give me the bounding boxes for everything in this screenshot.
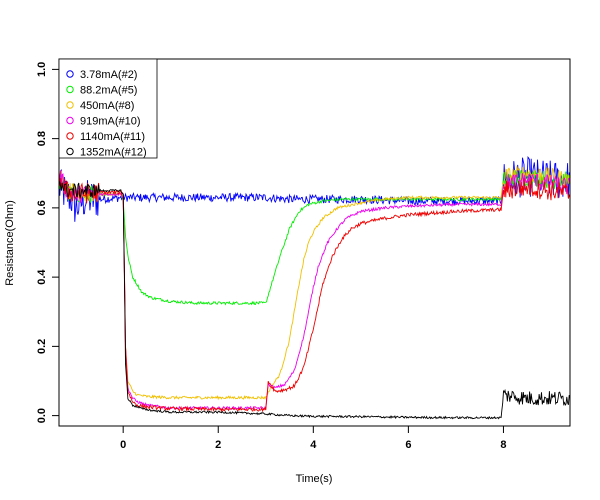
series-line-1: [58, 155, 571, 222]
legend-marker-6: [66, 147, 74, 156]
plot-frame: [58, 58, 571, 427]
x-axis-title: Time(s): [296, 473, 333, 485]
x-axis: 0 2 4 6 8: [120, 426, 507, 451]
legend-marker-5: [66, 132, 74, 140]
y-tick-label: 0.2: [36, 339, 48, 354]
legend-marker-4: [66, 116, 74, 125]
legend: 3.78mA(#2) 88.2mA(#5) 450mA(#8) 919mA(#10) 1…: [58, 58, 158, 159]
y-tick-label: 0.0: [36, 408, 48, 423]
legend-label-6: 1352mA(#12): [80, 147, 147, 159]
y-axis: 0.0 0.2 0.4 0.6 0.8 1.0: [36, 62, 59, 423]
legend-marker-2: [66, 85, 74, 94]
series-line-3: [58, 166, 571, 401]
legend-label-3: 450mA(#8): [80, 100, 134, 112]
y-tick-label: 0.8: [36, 131, 48, 146]
x-tick-label: 8: [500, 439, 506, 451]
legend-marker-3: [66, 101, 74, 109]
x-tick-label: 2: [215, 439, 221, 451]
y-tick-label: 0.4: [36, 269, 48, 285]
y-axis-title: Resistance(Ohm): [4, 200, 16, 286]
x-tick-label: 4: [310, 439, 317, 451]
series-line-6: [58, 180, 571, 420]
legend-box: [58, 58, 158, 159]
x-tick-label: 0: [120, 439, 126, 451]
series-line-4: [58, 170, 571, 411]
x-tick-label: 6: [405, 439, 411, 451]
legend-label-5: 1140mA(#11): [80, 131, 145, 143]
series-line-5: [58, 169, 571, 413]
series-layer: [58, 155, 571, 420]
legend-label-2: 88.2mA(#5): [80, 85, 137, 97]
y-tick-label: 1.0: [36, 62, 48, 77]
legend-label-4: 919mA(#10): [80, 116, 141, 128]
series-line-2: [58, 169, 571, 306]
y-tick-label: 0.6: [36, 200, 48, 215]
legend-marker-1: [66, 70, 74, 78]
legend-label-1: 3.78mA(#2): [80, 69, 137, 81]
